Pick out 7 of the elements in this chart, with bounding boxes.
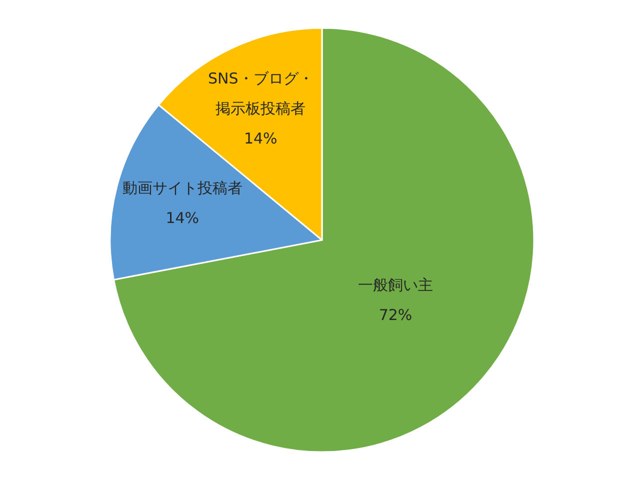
slice-label: 動画サイト投稿者 [122, 179, 242, 198]
pie-slice [113, 27, 535, 453]
data-label: 14% [244, 130, 278, 148]
slice-label: 一般飼い主 [358, 276, 434, 294]
slice-label: SNS・ブログ・掲示板投稿者 [208, 70, 314, 118]
data-label: 72% [378, 306, 412, 324]
data-label: 14% [166, 209, 200, 228]
